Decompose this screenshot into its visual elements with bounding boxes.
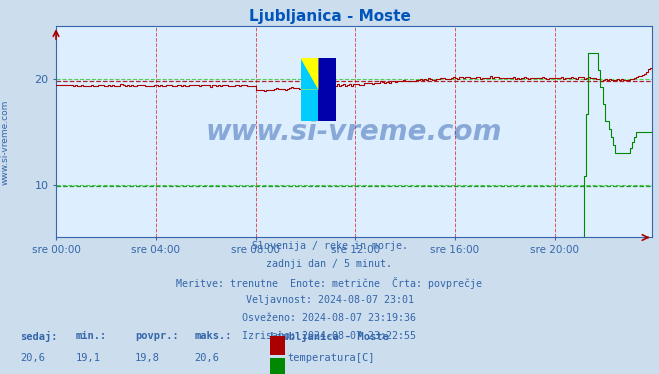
Text: maks.:: maks.:	[194, 331, 232, 341]
Text: Ljubljanica - Moste: Ljubljanica - Moste	[270, 331, 389, 342]
Text: 19,1: 19,1	[76, 353, 101, 363]
Text: 20,6: 20,6	[194, 353, 219, 363]
Text: sedaj:: sedaj:	[20, 331, 57, 342]
Text: Osveženo: 2024-08-07 23:19:36: Osveženo: 2024-08-07 23:19:36	[243, 313, 416, 323]
Bar	[301, 90, 318, 121]
Text: 20,6: 20,6	[20, 353, 45, 363]
Text: Slovenija / reke in morje.: Slovenija / reke in morje.	[252, 241, 407, 251]
Text: zadnji dan / 5 minut.: zadnji dan / 5 minut.	[266, 259, 393, 269]
Text: Veljavnost: 2024-08-07 23:01: Veljavnost: 2024-08-07 23:01	[246, 295, 413, 305]
Text: temperatura[C]: temperatura[C]	[287, 353, 375, 363]
Text: www.si-vreme.com: www.si-vreme.com	[206, 118, 502, 146]
Text: www.si-vreme.com: www.si-vreme.com	[1, 99, 10, 185]
Polygon shape	[301, 58, 318, 90]
Polygon shape	[318, 58, 336, 121]
Text: povpr.:: povpr.:	[135, 331, 179, 341]
Bar	[301, 58, 318, 90]
Bar	[318, 58, 336, 121]
Text: min.:: min.:	[76, 331, 107, 341]
Text: Ljubljanica - Moste: Ljubljanica - Moste	[248, 9, 411, 24]
Text: 19,8: 19,8	[135, 353, 160, 363]
Text: Izrisano: 2024-08-07 23:22:55: Izrisano: 2024-08-07 23:22:55	[243, 331, 416, 341]
Text: Meritve: trenutne  Enote: metrične  Črta: povprečje: Meritve: trenutne Enote: metrične Črta: …	[177, 277, 482, 289]
Polygon shape	[301, 58, 318, 90]
